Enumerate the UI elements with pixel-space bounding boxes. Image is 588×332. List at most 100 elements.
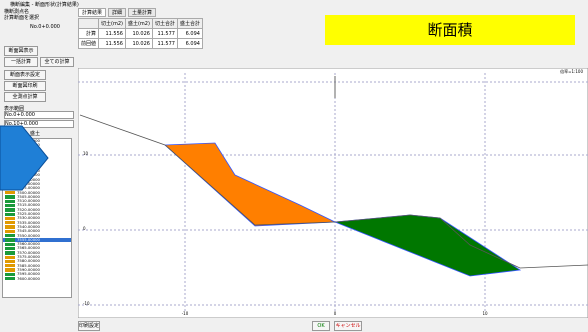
cell: 11.577 (151, 28, 178, 39)
station-icon (5, 242, 15, 246)
chart-bg (78, 68, 588, 318)
cell: 前回値 (77, 38, 100, 49)
banner: 断面積 (325, 15, 575, 45)
station-row[interactable]: 7580.00000 (3, 259, 71, 264)
button[interactable]: 印刷設定 (78, 321, 100, 331)
table-row: 計算 11.556 10.026 11.577 6.094 (77, 28, 203, 39)
station-row[interactable]: 7535.00000 (3, 219, 71, 225)
info-line: 計算断面を選択 (4, 15, 40, 21)
station-icon (5, 259, 15, 264)
station-icon (5, 246, 15, 251)
tab[interactable]: 土量計算 (128, 8, 157, 17)
station-row[interactable]: 7600.00000 (3, 276, 71, 281)
station-icon (5, 251, 15, 255)
cell: 6.094 (176, 28, 203, 39)
station-label: 7520.00000 (17, 206, 40, 212)
station-row[interactable]: 7525.00000 (3, 211, 71, 217)
window-title: 横断編集 - 断面形状(計算結果) (10, 2, 79, 8)
button[interactable]: 断面図表示 (4, 46, 38, 56)
station-label: 7530.00000 (17, 215, 40, 221)
station-row[interactable]: 7555.00000 (3, 236, 71, 243)
info-line: 横断測点名 (4, 9, 30, 15)
station-icon (5, 238, 15, 242)
station-label: 7500.00000 (17, 189, 40, 195)
station-row[interactable]: 7520.00000 (3, 206, 71, 212)
cell: 10.026 (124, 38, 153, 49)
station-row[interactable]: 7530.00000 (3, 215, 71, 221)
station-row[interactable]: 7565.00000 (3, 245, 71, 251)
station-icon (5, 268, 15, 272)
button[interactable]: キャンセル (334, 321, 362, 331)
cell: 6.094 (176, 38, 203, 49)
button[interactable]: OK (312, 321, 330, 331)
station-row[interactable]: 7575.00000 (3, 254, 71, 260)
station-label: 7575.00000 (17, 254, 40, 260)
station-label: 7570.00000 (17, 249, 40, 255)
station-row[interactable]: 7540.00000 (3, 223, 71, 229)
chart: 倍率=1:100 10 0 -10 -10 0 10 (78, 68, 588, 318)
cut-area (164, 142, 336, 227)
station-label: 7565.00000 (17, 245, 40, 251)
table: 切土(m2) 盛土(m2) 切土合計 盛土合計 計算 11.556 10.026 11.577… (77, 18, 203, 49)
station-label: 7515.00000 (17, 202, 40, 208)
station-row[interactable]: 7550.00000 (3, 232, 71, 238)
grid (78, 73, 588, 313)
header-cell: 切土(m2) (98, 18, 126, 29)
button[interactable]: 全ての計算 (40, 57, 74, 67)
station-label: 7525.00000 (17, 211, 40, 217)
station-row[interactable]: 7590.00000 (3, 266, 71, 272)
station-label: 7545.00000 (17, 228, 40, 234)
scale-label: 倍率=1:100 (560, 68, 583, 74)
option[interactable]: 盛土 (30, 131, 41, 137)
select[interactable]: No.10+0.000 (4, 120, 74, 128)
station-icon (5, 199, 15, 203)
cell: 計算 (77, 28, 100, 39)
station-row[interactable]: 7560.00000 (3, 241, 71, 246)
station-label: 7590.00000 (17, 266, 40, 272)
station-label: 7555.00000 (17, 236, 40, 242)
station-label: 7535.00000 (17, 219, 40, 225)
station-row[interactable]: 7510.00000 (3, 199, 71, 203)
station-icon (5, 277, 15, 281)
station-row[interactable]: 7595.00000 (3, 272, 71, 276)
y-label: 10 (83, 151, 89, 156)
button[interactable]: 断面図印刷 (4, 81, 46, 91)
header-cell: 盛土(m2) (124, 18, 153, 29)
tab[interactable]: 詳細 (108, 8, 127, 17)
y-label: 0 (83, 226, 86, 231)
info-line: No.0+0.000 (30, 24, 60, 30)
station-icon (5, 216, 15, 221)
x-label: 10 (482, 311, 488, 316)
button[interactable]: 全測点計算 (4, 92, 46, 102)
arrow (0, 125, 49, 191)
cell: 11.556 (98, 28, 126, 39)
tab[interactable]: 計算結果 (78, 8, 107, 17)
station-icon (5, 221, 15, 225)
label: 表示範囲 (4, 106, 25, 112)
select[interactable]: No.0+0.000 (4, 111, 74, 119)
station-row[interactable]: 7585.00000 (3, 263, 71, 268)
station-row[interactable]: 7500.00000 (3, 189, 71, 195)
station-label: 7495.00000 (17, 185, 40, 191)
cell: 11.577 (151, 38, 178, 49)
station-icon (5, 272, 15, 276)
arrow-shape (0, 125, 49, 191)
cell: 10.026 (124, 28, 153, 39)
station-row[interactable]: 7515.00000 (3, 202, 71, 208)
station-row[interactable]: 7545.00000 (3, 228, 71, 234)
station-row[interactable]: 7570.00000 (3, 249, 71, 255)
button[interactable]: 断面表示設定 (4, 70, 46, 80)
cell: 11.556 (98, 38, 126, 49)
station-icon (5, 191, 15, 195)
x-label: 0 (334, 311, 337, 316)
station-label: 7490.00000 (17, 180, 40, 186)
button[interactable]: 一括計算 (4, 57, 38, 67)
station-label: 7550.00000 (17, 232, 40, 238)
station-icon (5, 195, 15, 199)
station-label: 7540.00000 (17, 223, 40, 229)
station-label: 7510.00000 (17, 198, 40, 204)
table-header: 切土(m2) 盛土(m2) 切土合計 盛土合計 (77, 18, 203, 29)
station-row[interactable]: 7505.00000 (3, 194, 71, 199)
header-cell: 切土合計 (151, 18, 178, 29)
